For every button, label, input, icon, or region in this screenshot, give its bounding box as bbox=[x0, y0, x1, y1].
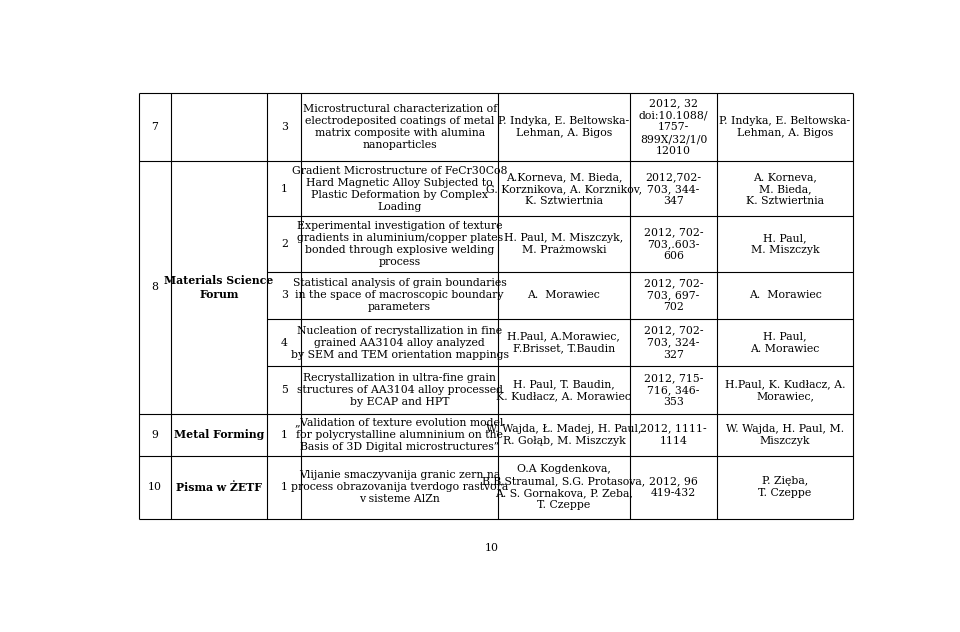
Text: A. Korneva,
M. Bieda,
K. Sztwiertnia: A. Korneva, M. Bieda, K. Sztwiertnia bbox=[746, 172, 824, 206]
Text: 2012, 702-
703, 697-
702: 2012, 702- 703, 697- 702 bbox=[644, 278, 704, 312]
Text: H. Paul,
M. Miszczyk: H. Paul, M. Miszczyk bbox=[751, 233, 819, 255]
Text: 2: 2 bbox=[281, 239, 288, 249]
Text: 2012, 1111-
1114: 2012, 1111- 1114 bbox=[640, 423, 707, 446]
Text: H.Paul, A.Morawiec,
F.Brisset, T.Baudin: H.Paul, A.Morawiec, F.Brisset, T.Baudin bbox=[508, 332, 620, 353]
Text: 3: 3 bbox=[281, 290, 288, 300]
Text: P. Indyka, E. Beltowska-
Lehman, A. Bigos: P. Indyka, E. Beltowska- Lehman, A. Bigo… bbox=[498, 116, 630, 138]
Text: 4: 4 bbox=[281, 337, 288, 348]
Text: 9: 9 bbox=[152, 430, 158, 440]
Text: Metal Forming: Metal Forming bbox=[174, 429, 264, 440]
Text: H. Paul, T. Baudin,
K. Kudłacz, A. Morawiec: H. Paul, T. Baudin, K. Kudłacz, A. Moraw… bbox=[496, 379, 632, 401]
Text: 5: 5 bbox=[281, 385, 288, 395]
Text: Statistical analysis of grain boundaries
in the space of macroscopic boundary
pa: Statistical analysis of grain boundaries… bbox=[293, 278, 507, 312]
Text: H. Paul,
A. Morawiec: H. Paul, A. Morawiec bbox=[751, 332, 820, 353]
Text: H.Paul, K. Kudłacz, A.
Morawiec,: H.Paul, K. Kudłacz, A. Morawiec, bbox=[725, 379, 845, 401]
Text: P. Zięba,
T. Czeppe: P. Zięba, T. Czeppe bbox=[758, 476, 811, 498]
Text: 7: 7 bbox=[152, 122, 158, 132]
Text: Microstructural characterization of
electrodeposited coatings of metal
matrix co: Microstructural characterization of elec… bbox=[302, 104, 496, 150]
Text: Vlijanie smaczyvanija granic zern na
process obrazovanija tverdogo rastvora
v si: Vlijanie smaczyvanija granic zern na pro… bbox=[291, 470, 508, 504]
Text: A.  Morawiec: A. Morawiec bbox=[749, 290, 822, 300]
Text: 2012, 32
doi:10.1088/
1757-
899X/32/1/0
12010: 2012, 32 doi:10.1088/ 1757- 899X/32/1/0 … bbox=[638, 98, 708, 156]
Text: H. Paul, M. Miszczyk,
M. Prażmowski: H. Paul, M. Miszczyk, M. Prażmowski bbox=[504, 233, 624, 255]
Text: 1: 1 bbox=[281, 482, 288, 492]
Text: A.  Morawiec: A. Morawiec bbox=[528, 290, 600, 300]
Text: 1: 1 bbox=[281, 430, 288, 440]
Text: 1: 1 bbox=[281, 184, 288, 194]
Text: Experimental investigation of texture
gradients in aluminium/copper plates
bonde: Experimental investigation of texture gr… bbox=[297, 221, 503, 267]
Text: „Validation of texture evolution model
for polycrystalline alumninium on the
Bas: „Validation of texture evolution model f… bbox=[296, 418, 504, 452]
Text: 10: 10 bbox=[148, 482, 161, 492]
Text: Recrystallization in ultra-fine grain
structures of AA3104 alloy processed
by EC: Recrystallization in ultra-fine grain st… bbox=[297, 373, 503, 407]
Text: 2012, 715-
716, 346-
353: 2012, 715- 716, 346- 353 bbox=[644, 373, 704, 407]
Text: 3: 3 bbox=[281, 122, 288, 132]
Text: W. Wajda, Ł. Madej, H. Paul,
R. Gołąb, M. Miszczyk: W. Wajda, Ł. Madej, H. Paul, R. Gołąb, M… bbox=[486, 423, 641, 446]
Text: 2012,702-
703, 344-
347: 2012,702- 703, 344- 347 bbox=[645, 172, 702, 206]
Text: P. Indyka, E. Beltowska-
Lehman, A. Bigos: P. Indyka, E. Beltowska- Lehman, A. Bigo… bbox=[719, 116, 851, 138]
Text: 2012, 702-
703,.603-
606: 2012, 702- 703,.603- 606 bbox=[644, 227, 704, 261]
Text: W. Wajda, H. Paul, M.
Miszczyk: W. Wajda, H. Paul, M. Miszczyk bbox=[726, 423, 844, 446]
Text: Nucleation of recrystallization in fine
grained AA3104 alloy analyzed
by SEM and: Nucleation of recrystallization in fine … bbox=[291, 325, 509, 360]
Text: 10: 10 bbox=[485, 543, 499, 553]
Text: A.Korneva, M. Bieda,
G. Korznikova, A. Korznikov,
K. Sztwiertnia: A.Korneva, M. Bieda, G. Korznikova, A. K… bbox=[486, 172, 642, 206]
Text: 8: 8 bbox=[151, 283, 158, 293]
Text: Materials Science
Forum: Materials Science Forum bbox=[164, 276, 274, 300]
Text: Pisma w ŻETF: Pisma w ŻETF bbox=[176, 482, 262, 492]
Text: O.A Kogdenkova,
B.B.Straumal, S.G. Protasova,
A. S. Gornakova, P. Zeba,
T. Czepp: O.A Kogdenkova, B.B.Straumal, S.G. Prota… bbox=[482, 464, 645, 510]
Text: Gradient Microstructure of FeCr30Co8
Hard Magnetic Alloy Subjected to
Plastic De: Gradient Microstructure of FeCr30Co8 Har… bbox=[292, 166, 508, 212]
Text: 2012, 96
419-432: 2012, 96 419-432 bbox=[649, 476, 698, 498]
Text: 2012, 702-
703, 324-
327: 2012, 702- 703, 324- 327 bbox=[644, 325, 704, 360]
